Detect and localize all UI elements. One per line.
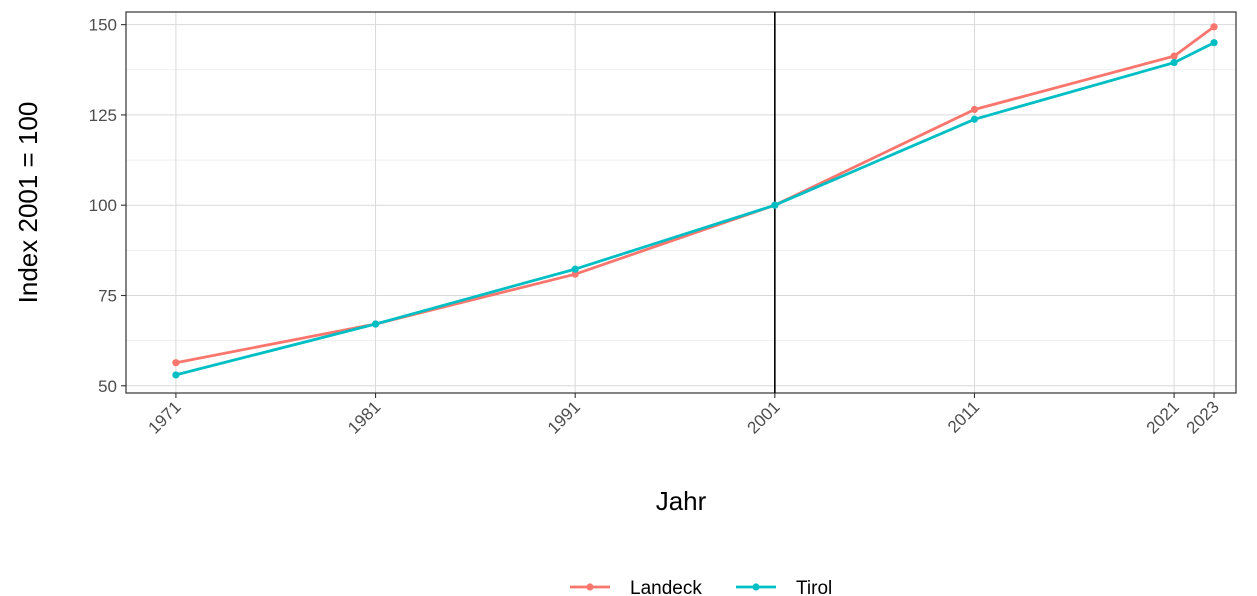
- y-axis-title: Index 2001 = 100: [13, 102, 43, 304]
- legend-key-point: [586, 583, 594, 591]
- legend: Landeck Tirol: [570, 578, 832, 596]
- plot-panel-border: [125, 11, 1237, 394]
- legend-label-landeck: Landeck: [630, 578, 702, 596]
- data-point-landeck: [970, 105, 979, 114]
- x-tick-label: 2001: [743, 397, 783, 437]
- x-axis-ticks: 1971 1981 1991 2001 2011 2021 2023: [145, 393, 1223, 438]
- series-layer: [172, 23, 1218, 379]
- y-tick-label: 50: [98, 377, 117, 396]
- x-tick-label: 1991: [544, 397, 584, 437]
- y-tick-label: 150: [89, 16, 117, 35]
- data-point-landeck: [172, 359, 180, 367]
- x-tick-label: 2023: [1183, 397, 1223, 437]
- y-tick-label: 100: [89, 196, 117, 215]
- x-tick-label: 1981: [344, 397, 384, 437]
- data-point-tirol: [1210, 39, 1218, 47]
- data-point-tirol: [1170, 58, 1178, 67]
- data-point-landeck: [1170, 52, 1178, 60]
- x-tick-label: 2011: [944, 397, 983, 436]
- data-point-tirol: [970, 115, 979, 123]
- data-point-tirol: [571, 265, 579, 273]
- x-axis-title: Jahr: [656, 486, 707, 516]
- data-point-tirol: [172, 371, 180, 379]
- y-tick-label: 125: [89, 106, 117, 125]
- legend-label-tirol: Tirol: [796, 578, 832, 596]
- y-tick-label: 75: [98, 286, 117, 305]
- data-point-tirol: [371, 320, 380, 328]
- series-line-landeck: [174, 25, 1216, 365]
- data-point-landeck: [571, 270, 579, 278]
- x-tick-label: 1971: [145, 397, 185, 437]
- grid-major-lines: [126, 12, 1236, 393]
- grid-minor-lines: [126, 69, 1236, 342]
- series-line-tirol: [174, 41, 1216, 377]
- data-point-landeck: [1210, 23, 1218, 31]
- legend-key-point: [752, 583, 760, 591]
- data-point-tirol: [771, 201, 779, 209]
- x-tick-label: 2021: [1143, 397, 1183, 437]
- y-axis-ticks: 50 75 100 125 150: [89, 16, 126, 396]
